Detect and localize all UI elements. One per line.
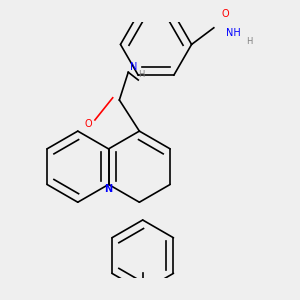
Text: NH: NH — [226, 28, 241, 38]
Text: O: O — [84, 119, 92, 129]
Text: N: N — [130, 62, 137, 72]
Text: N: N — [104, 184, 112, 194]
Text: H: H — [138, 70, 145, 79]
Text: H: H — [246, 37, 253, 46]
Text: O: O — [221, 9, 229, 20]
